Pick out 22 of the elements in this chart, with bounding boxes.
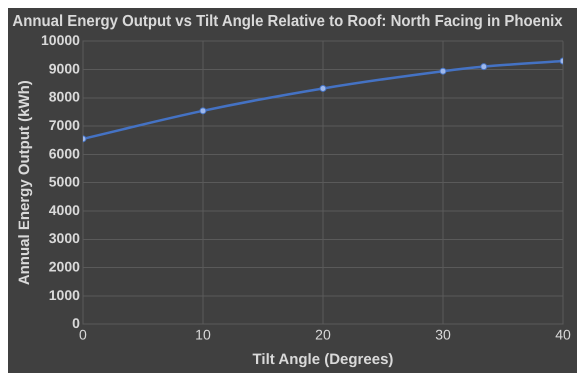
x-tick-label: 20 xyxy=(315,326,331,342)
y-tick-label: 3000 xyxy=(48,230,80,246)
chart-title: Annual Energy Output vs Tilt Angle Relative to Roof: North Facing in Phoenix xyxy=(12,12,563,30)
y-tick-label: 8000 xyxy=(48,88,80,105)
y-tick-label: 9000 xyxy=(48,60,80,76)
x-axis-title: Tilt Angle (Degrees) xyxy=(252,351,394,368)
y-tick-label: 5000 xyxy=(48,174,80,190)
point xyxy=(439,68,446,75)
y-tick-label: 2000 xyxy=(48,258,80,274)
y-tick-label: 0 xyxy=(72,315,80,332)
y-tick-label: 7000 xyxy=(48,116,80,133)
y-tick-label: 1000 xyxy=(48,286,80,303)
y-tick-label: 6000 xyxy=(48,145,80,162)
x-tick-label: 10 xyxy=(195,326,211,342)
x-tick-label: 40 xyxy=(555,326,571,342)
point xyxy=(319,84,326,92)
y-tick-label: 4000 xyxy=(48,202,80,218)
y-axis-title: Annual Energy Output (kWh) xyxy=(16,80,34,286)
point xyxy=(199,107,206,114)
y-tick-label: 10000 xyxy=(40,32,80,48)
point xyxy=(480,63,488,70)
x-tick-label: 30 xyxy=(435,326,451,342)
